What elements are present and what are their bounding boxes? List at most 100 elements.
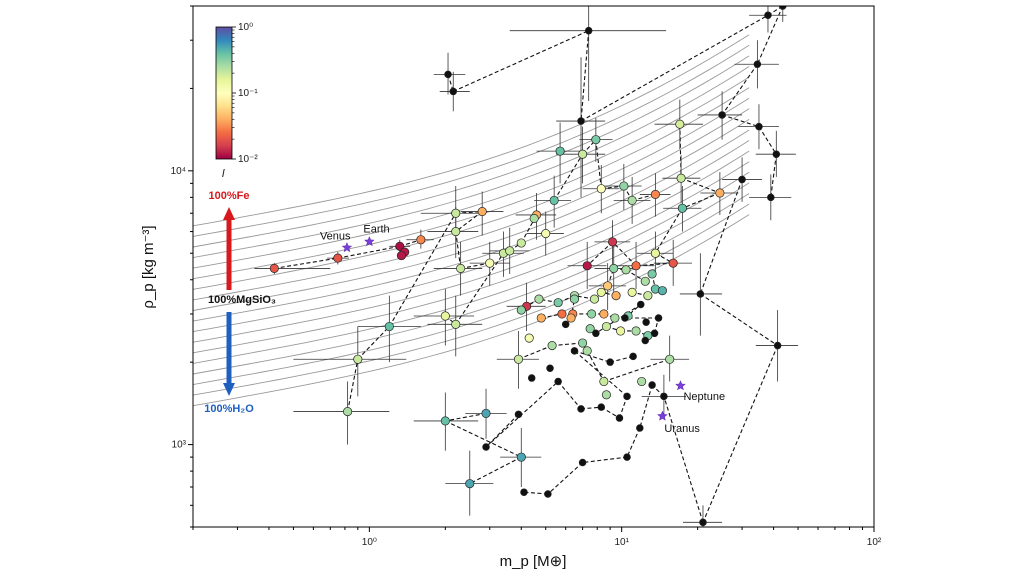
planet-point bbox=[505, 246, 515, 256]
dashed-link bbox=[702, 345, 779, 523]
planet-point bbox=[587, 309, 597, 319]
planet-point bbox=[449, 87, 457, 96]
dashed-link bbox=[595, 139, 602, 189]
planet-point bbox=[527, 374, 536, 382]
dashed-link bbox=[445, 412, 487, 422]
dashed-link bbox=[612, 241, 637, 267]
dashed-link bbox=[618, 396, 628, 419]
planet-point bbox=[529, 213, 539, 223]
planet-point bbox=[738, 175, 746, 184]
planet-point bbox=[779, 6, 787, 10]
planet-point bbox=[534, 294, 544, 304]
dashed-link bbox=[639, 384, 653, 429]
colorbar: 10⁰ 10⁻¹ 10⁻² l bbox=[215, 22, 258, 180]
planet-point bbox=[696, 290, 705, 298]
x-tick-label: 10⁰ bbox=[362, 537, 377, 548]
mass-radius-curve bbox=[193, 97, 750, 290]
planet-point bbox=[353, 354, 363, 364]
planet-point bbox=[524, 333, 534, 343]
planet-point bbox=[657, 286, 667, 296]
planet-point bbox=[561, 320, 570, 329]
earth-label: Earth bbox=[363, 224, 389, 236]
planet-point bbox=[541, 229, 551, 239]
planet-point bbox=[516, 238, 526, 248]
planet-point bbox=[444, 70, 452, 79]
planet-point bbox=[333, 253, 343, 263]
dashed-link bbox=[455, 211, 483, 232]
dashed-link bbox=[553, 153, 584, 201]
colorbar-ticks: 10⁰ 10⁻¹ 10⁻² bbox=[232, 22, 258, 165]
planet-point bbox=[642, 318, 650, 326]
planet-point bbox=[569, 294, 580, 304]
planet-point bbox=[603, 281, 613, 291]
dashed-link bbox=[626, 427, 641, 458]
planet-point bbox=[557, 309, 567, 319]
dashed-link bbox=[337, 245, 400, 259]
fe-arrow-head bbox=[223, 207, 235, 220]
planet-point bbox=[650, 248, 660, 258]
neptune-label: Neptune bbox=[683, 391, 725, 403]
planet-point bbox=[601, 390, 611, 400]
mass-radius-curve bbox=[193, 203, 750, 396]
dashed-link bbox=[552, 342, 583, 347]
planet-point bbox=[627, 195, 637, 205]
mass-radius-curve bbox=[193, 214, 750, 407]
dashed-link bbox=[274, 257, 338, 269]
mass-radius-curve bbox=[193, 55, 750, 248]
planet-point bbox=[477, 206, 487, 217]
planet-point bbox=[549, 195, 559, 205]
dashed-link bbox=[574, 350, 628, 397]
dashed-link bbox=[388, 212, 457, 327]
neptune-star bbox=[675, 380, 686, 391]
axis-ticks: 10⁰ 10¹ 10² 10³ 10⁴ bbox=[171, 5, 882, 548]
dashed-link bbox=[460, 262, 490, 269]
planet-point bbox=[577, 405, 585, 413]
dashed-link bbox=[347, 359, 359, 412]
planet-point bbox=[650, 189, 660, 199]
y-tick-label: 10⁴ bbox=[171, 166, 186, 177]
planet-point bbox=[589, 294, 600, 304]
planet-point bbox=[599, 376, 609, 387]
x-tick-label: 10² bbox=[867, 537, 882, 548]
solar-system-planets: Venus Earth Neptune Uranus bbox=[320, 224, 725, 435]
planet-point bbox=[611, 291, 621, 301]
earth-star bbox=[363, 236, 375, 247]
planet-point bbox=[451, 208, 461, 218]
mass-radius-curve bbox=[193, 66, 750, 259]
planet-point bbox=[592, 329, 600, 338]
planet-point bbox=[520, 488, 528, 496]
planet-point bbox=[654, 314, 663, 322]
planet-point bbox=[767, 193, 775, 202]
planet-point bbox=[599, 309, 609, 319]
dashed-link bbox=[758, 126, 777, 155]
planet-point bbox=[343, 407, 353, 417]
planet-point bbox=[485, 258, 495, 268]
dashed-link bbox=[455, 252, 504, 325]
dashed-link bbox=[586, 350, 605, 382]
planet-point bbox=[640, 276, 650, 286]
colorbar-tick-label: 10⁻² bbox=[238, 154, 258, 165]
dashed-link bbox=[603, 358, 670, 383]
dashed-link bbox=[680, 177, 721, 194]
dashed-link bbox=[663, 396, 704, 523]
dashed-link bbox=[582, 456, 628, 464]
planet-point bbox=[636, 424, 644, 432]
planet-point bbox=[718, 111, 726, 119]
mass-radius-curve bbox=[193, 87, 750, 280]
venus-star bbox=[341, 242, 353, 253]
dashed-link bbox=[547, 462, 583, 495]
colorbar-tick-label: 10⁰ bbox=[238, 22, 253, 33]
mass-radius-curve bbox=[193, 150, 750, 343]
planet-point bbox=[591, 135, 601, 145]
planet-point bbox=[631, 261, 641, 271]
planet-point bbox=[578, 149, 588, 159]
dashed-link bbox=[700, 293, 778, 347]
dashed-link bbox=[574, 350, 611, 363]
planet-point bbox=[665, 354, 675, 364]
planet-point bbox=[715, 188, 725, 198]
planet-point bbox=[648, 381, 656, 389]
planet-point bbox=[764, 11, 772, 20]
planet-point bbox=[536, 313, 546, 323]
venus-label: Venus bbox=[320, 231, 351, 243]
